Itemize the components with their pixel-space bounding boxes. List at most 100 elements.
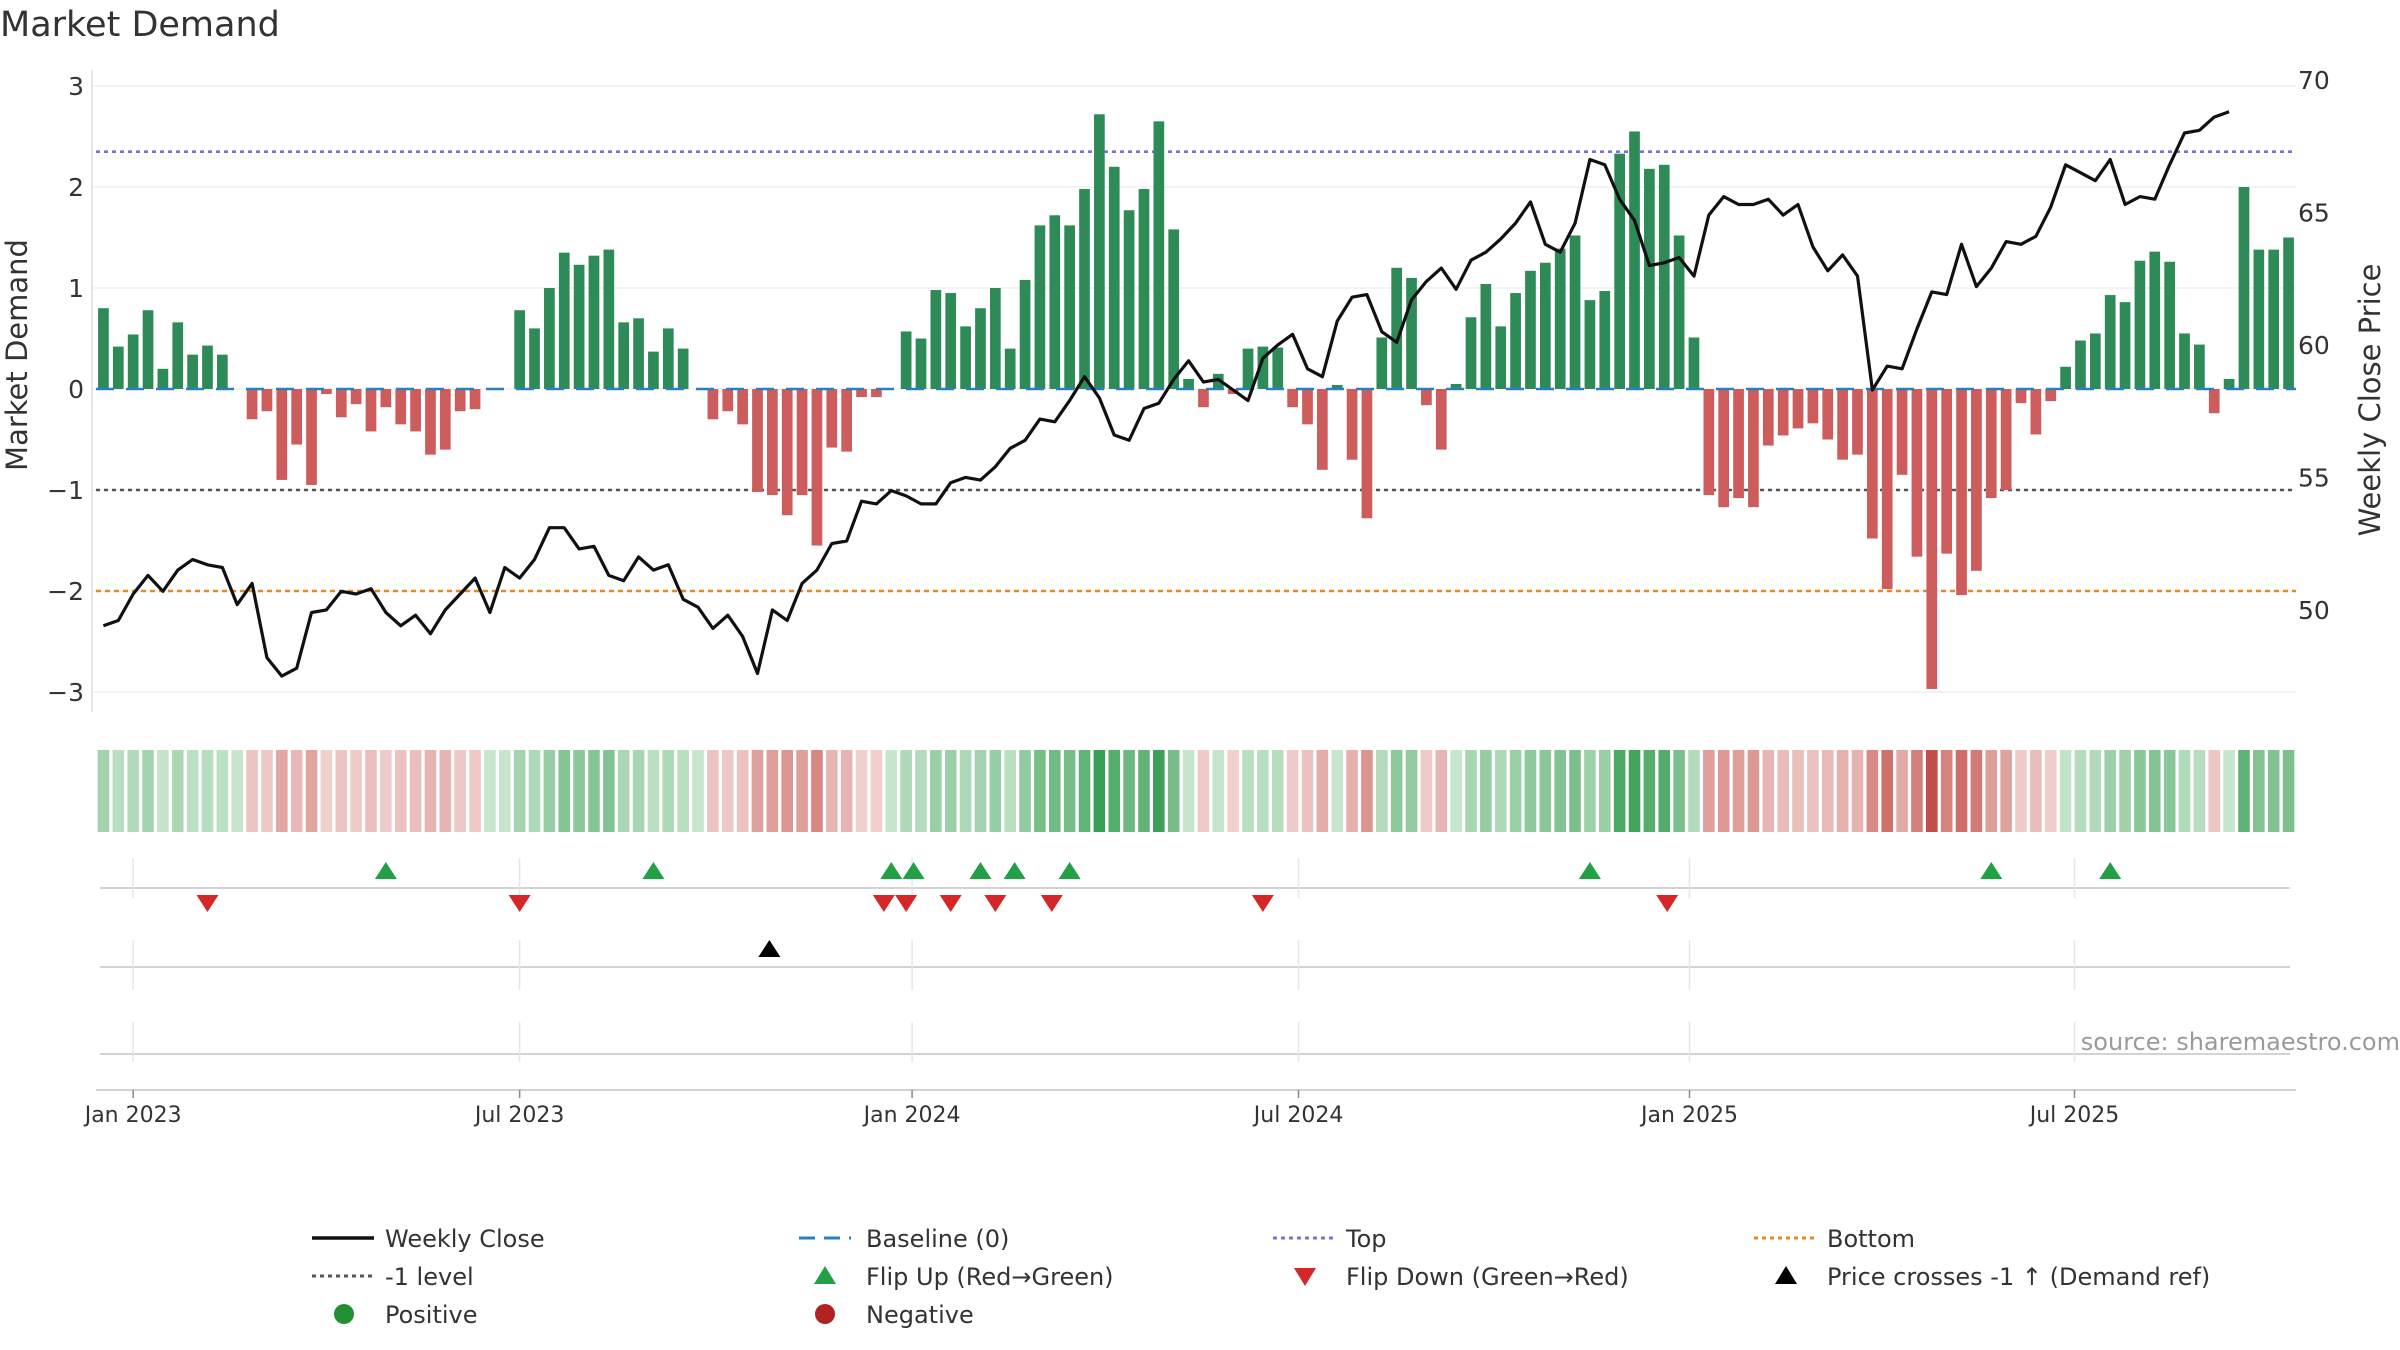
heat-cell [1405,750,1418,832]
positive-bar [1480,283,1492,389]
left-y-axis: 3 2 1 0 −1 −2 −3 [47,72,84,707]
right-tick-label: 70 [2298,66,2330,95]
heat-cell [1940,750,1953,832]
negative-bar [439,389,451,450]
positive-bar [217,354,228,389]
heat-cell [127,750,139,832]
positive-bar [142,310,154,389]
legend-swatch-triangle-up [1775,1266,1797,1284]
heat-cell [2059,750,2072,832]
right-y-axis: 70 65 60 55 50 [2298,66,2330,625]
positive-bar [544,288,555,389]
positive-bar [1525,270,1536,389]
positive-bar [2179,333,2190,389]
positive-bar [2104,295,2116,389]
negative-bar [707,389,719,420]
legend-swatch-triangle-up [814,1266,836,1284]
legend-item: Positive [334,1301,478,1329]
heat-cell [1717,750,1730,832]
positive-bar [1510,293,1521,389]
heat-cell [900,750,912,832]
heat-cell [840,750,853,832]
negative-bar [1985,389,1997,499]
positive-bar [1153,121,1165,389]
heat-cell [1376,750,1388,832]
positive-bar [514,310,525,389]
negative-bar [1703,389,1715,496]
heat-cell [2044,750,2057,832]
heat-cell [1197,750,1210,832]
date-tick-label: Jan 2025 [1639,1103,1738,1128]
negative-bar [1302,389,1313,425]
heat-cell [1346,750,1358,832]
heat-cell [276,750,288,832]
right-tick-label: 50 [2298,596,2330,625]
chart-title: Market Demand [0,5,280,45]
heat-cell [2193,750,2206,832]
negative-bar [1852,389,1863,455]
negative-bar [365,389,377,432]
date-tick-label: Jul 2024 [1252,1103,1344,1128]
signal-markers [100,858,2290,1062]
negative-bar [1317,389,1328,470]
positive-bar [1495,326,1507,389]
positive-bar [930,290,942,389]
heat-cell [662,750,675,832]
heat-cell [171,750,184,832]
heat-cell [796,750,808,832]
legend-item: Flip Down (Green→Red) [1294,1263,1629,1291]
negative-bar [1718,389,1730,508]
flip-down-marker [1251,895,1274,912]
negative-bar [1956,389,1967,596]
negative-bar [380,389,392,408]
negative-bar [1971,389,1982,571]
legend-item: Flip Up (Red→Green) [814,1263,1114,1291]
date-tick-label: Jan 2024 [862,1103,961,1128]
negative-bar [350,389,362,405]
heat-cell [692,750,704,832]
negative-bar [1881,389,1893,589]
heat-cell [1019,750,1031,832]
heat-cell [1227,750,1239,832]
positive-bar [1391,267,1403,389]
positive-bar [588,255,600,389]
flip-down-marker [1656,895,1679,912]
heat-cell [1242,750,1254,832]
heat-cell [826,750,838,832]
negative-bar [767,389,778,496]
positive-bar [1376,337,1388,389]
negative-bar [871,389,882,398]
flip-up-marker [2099,862,2122,879]
heat-cell [1331,750,1344,832]
flip-up-marker [902,862,925,879]
date-axis: Jan 2023 Jul 2023 Jan 2024 Jul 2024 Jan 2025… [83,1089,2296,1128]
negative-bar [781,389,793,516]
heat-cell [1539,750,1552,832]
negative-bar [856,389,867,398]
heat-cell [1524,750,1537,832]
positive-bar [2194,344,2205,389]
heat-cell [186,750,199,832]
price-line-layer [102,110,2230,678]
positive-bar [603,249,615,389]
positive-bar [1629,131,1640,389]
positive-bar [1242,348,1254,389]
heat-cell [484,750,496,832]
negative-bar [2030,389,2042,435]
positive-bar [529,328,540,389]
right-tick-label: 55 [2298,463,2330,492]
heat-cell [677,750,689,832]
negative-bar [796,389,808,496]
heat-cell [2282,750,2295,832]
heat-cell [1792,750,1804,832]
negative-bar [1198,389,1209,408]
heat-cell [469,750,481,832]
legend-item: -1 level [312,1263,474,1291]
heat-cell [335,750,348,832]
positive-bar [900,331,912,389]
left-axis-label: Market Demand [0,239,34,471]
positive-bar [2089,333,2101,389]
legend-item: Weekly Close [312,1225,545,1253]
heat-cell [766,750,779,832]
